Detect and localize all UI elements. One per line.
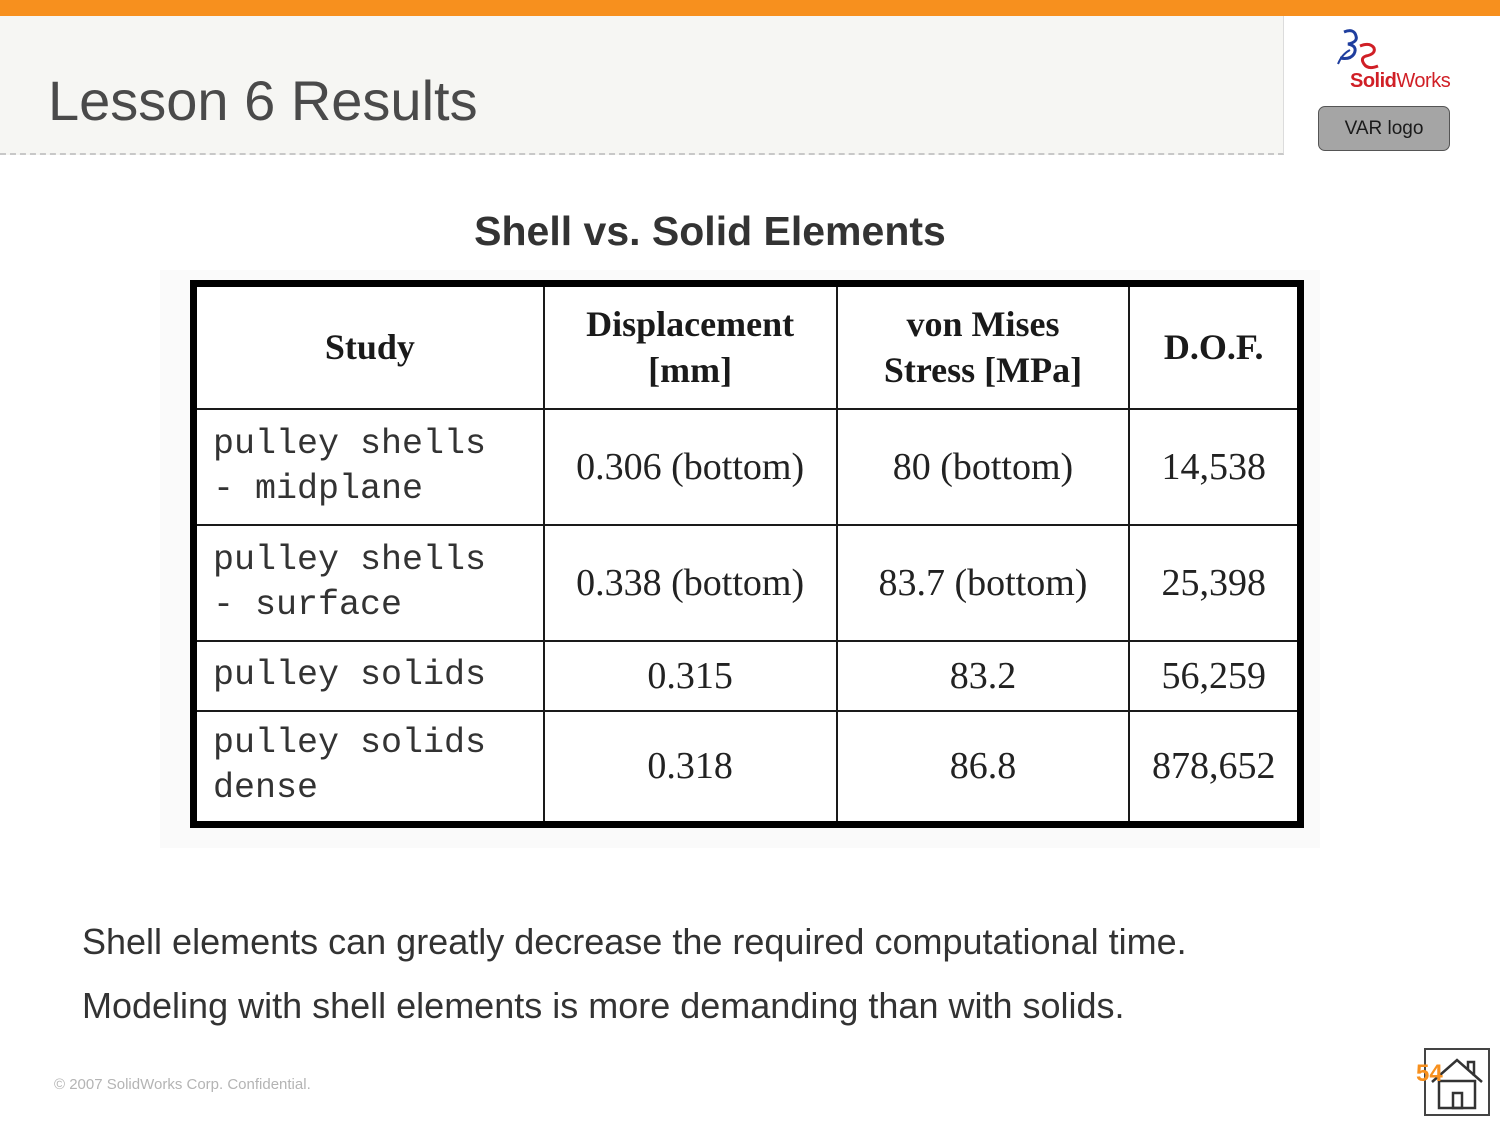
- header-stress-line1: von Mises: [906, 304, 1060, 345]
- displacement-cell: 0.318: [542, 709, 838, 826]
- table-row: pulley shells - midplane 0.306 (bottom) 8…: [192, 407, 1302, 526]
- study-line2: - surface: [213, 584, 403, 625]
- study-line1: pulley solids: [213, 723, 487, 764]
- dof-cell: 56,259: [1128, 639, 1302, 712]
- title-band: Lesson 6 Results: [0, 16, 1284, 155]
- study-cell: pulley shells - surface: [192, 523, 545, 642]
- stress-cell: 83.7 (bottom): [835, 523, 1131, 642]
- bullet-item: Shell elements can greatly decrease the …: [82, 921, 1187, 962]
- var-logo-placeholder: VAR logo: [1318, 106, 1450, 151]
- header-displacement: Displacement [mm]: [542, 282, 838, 410]
- study-cell: pulley shells - midplane: [192, 407, 545, 526]
- study-cell: pulley solids dense: [192, 709, 545, 826]
- bullet-list: Shell elements can greatly decrease the …: [82, 910, 1187, 1038]
- displacement-cell: 0.315: [542, 639, 838, 712]
- study-line2: dense: [213, 768, 319, 809]
- header-dof: D.O.F.: [1128, 282, 1302, 410]
- header-displacement-line2: [mm]: [648, 350, 733, 391]
- study-line1: pulley solids: [213, 655, 487, 695]
- slide-title: Lesson 6 Results: [48, 69, 478, 132]
- wordmark-works: Works: [1396, 70, 1451, 92]
- copyright-footer: © 2007 SolidWorks Corp. Confidential.: [54, 1076, 311, 1093]
- header-study-label: Study: [324, 327, 415, 368]
- stress-cell: 80 (bottom): [835, 407, 1131, 526]
- table-row: pulley solids dense 0.318 86.8 878,652: [192, 709, 1302, 826]
- header-stress: von Mises Stress [MPa]: [835, 282, 1131, 410]
- table-row: pulley solids 0.315 83.2 56,259: [192, 639, 1302, 712]
- header-study: Study: [192, 282, 545, 410]
- displacement-cell: 0.306 (bottom): [542, 407, 838, 526]
- study-line1: pulley shells: [213, 423, 487, 464]
- study-line2: - midplane: [213, 468, 424, 509]
- top-accent-bar: [0, 0, 1500, 16]
- table-row: pulley shells - surface 0.338 (bottom) 83…: [192, 523, 1302, 642]
- section-title: Shell vs. Solid Elements: [474, 208, 946, 254]
- bullet-item: Modeling with shell elements is more dem…: [82, 985, 1125, 1026]
- solidworks-wordmark: SolidWorks: [1350, 70, 1451, 93]
- study-line1: pulley shells: [213, 539, 487, 580]
- wordmark-solid: Solid: [1350, 70, 1397, 92]
- results-table: Study Displacement [mm] von Mises Stress […: [190, 280, 1304, 828]
- dof-cell: 25,398: [1128, 523, 1302, 642]
- header-stress-line2: Stress [MPa]: [883, 350, 1083, 391]
- stress-cell: 83.2: [835, 639, 1131, 712]
- study-cell: pulley solids: [192, 639, 545, 712]
- displacement-cell: 0.338 (bottom): [542, 523, 838, 642]
- home-button[interactable]: [1424, 1048, 1490, 1116]
- header-displacement-line1: Displacement: [586, 304, 795, 345]
- ds-logo-icon: [1337, 29, 1379, 70]
- page-number: 54: [1416, 1060, 1443, 1087]
- home-icon: [1431, 1058, 1483, 1110]
- solidworks-logo: SolidWorks: [1336, 28, 1451, 96]
- dof-cell: 878,652: [1128, 709, 1302, 826]
- table-header-row: Study Displacement [mm] von Mises Stress […: [192, 282, 1302, 410]
- header-dof-label: D.O.F.: [1163, 327, 1264, 368]
- stress-cell: 86.8: [835, 709, 1131, 826]
- dof-cell: 14,538: [1128, 407, 1302, 526]
